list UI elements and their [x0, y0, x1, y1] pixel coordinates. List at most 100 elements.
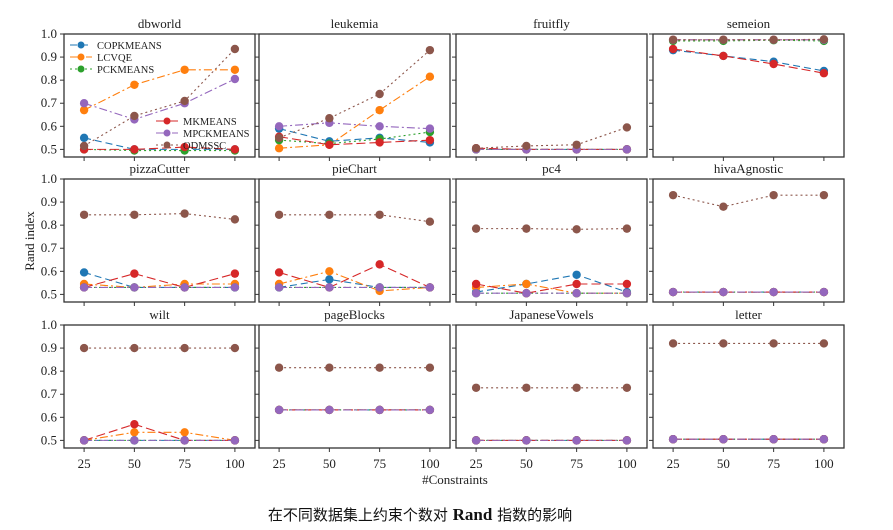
data-point-ODMSSC	[719, 35, 728, 44]
data-point-ODMSSC	[819, 35, 829, 44]
data-point-MKMEANS	[274, 268, 284, 277]
data-point-MKMEANS	[325, 140, 334, 149]
data-point-MPCKMEANS	[425, 283, 435, 292]
panel-semeion: semeion	[649, 16, 845, 161]
legend-label-COPKMEANS: COPKMEANS	[97, 41, 162, 52]
panel-title: semeion	[727, 16, 771, 31]
data-point-ODMSSC	[769, 35, 778, 44]
data-point-MKMEANS	[375, 138, 384, 147]
data-point-LCVQE	[375, 105, 384, 115]
panel-frame	[258, 178, 451, 303]
data-point-MKMEANS	[769, 59, 778, 69]
y-tick-label: 0.9	[41, 194, 57, 209]
panel-pc4: pc4	[452, 161, 648, 306]
data-point-MKMEANS	[130, 145, 139, 154]
data-point-LCVQE	[180, 428, 189, 437]
data-point-ODMSSC	[572, 225, 581, 234]
data-point-MPCKMEANS	[425, 124, 435, 133]
data-point-MPCKMEANS	[130, 436, 139, 445]
legend-label-MPCKMEANS: MPCKMEANS	[183, 129, 250, 140]
y-tick-label: 0.7	[41, 386, 58, 401]
data-point-ODMSSC	[274, 210, 284, 219]
data-point-LCVQE	[230, 65, 240, 74]
legend-marker-MKMEANS	[163, 117, 171, 125]
series-line-COPKMEANS	[83, 137, 235, 150]
series-line-COPKMEANS	[476, 274, 628, 293]
data-point-LCVQE	[522, 279, 531, 289]
data-point-ODMSSC	[819, 339, 829, 348]
series-line-ODMSSC	[84, 213, 235, 220]
panel-title: JapaneseVowels	[509, 307, 593, 322]
series-line-PCKMEANS	[673, 39, 824, 42]
legend-label-LCVQE: LCVQE	[97, 53, 132, 64]
y-tick-label: 1.0	[41, 171, 57, 186]
panel-frame	[63, 33, 256, 158]
data-point-MPCKMEANS	[769, 435, 778, 444]
data-point-ODMSSC	[375, 363, 384, 372]
data-point-ODMSSC	[719, 202, 728, 211]
x-tick-label: 50	[717, 456, 730, 471]
data-point-COPKMEANS	[79, 133, 89, 143]
panel-title: fruitfly	[533, 16, 570, 31]
series-line-LCVQE	[84, 283, 235, 289]
data-point-ODMSSC	[79, 343, 89, 353]
data-point-COPKMEANS	[572, 270, 581, 279]
data-point-LCVQE	[130, 80, 139, 89]
x-tick-label: 50	[323, 456, 336, 471]
data-point-MPCKMEANS	[622, 436, 632, 445]
data-point-COPKMEANS	[325, 275, 334, 284]
panel-title: pieChart	[332, 161, 377, 176]
y-tick-label: 0.8	[41, 363, 57, 378]
data-point-MPCKMEANS	[572, 436, 581, 445]
caption-bold: Rand	[452, 505, 493, 524]
data-point-MPCKMEANS	[522, 289, 531, 298]
data-point-ODMSSC	[522, 141, 531, 151]
x-tick-label: 50	[520, 456, 533, 471]
y-tick-label: 0.5	[41, 432, 57, 447]
panel-title: pc4	[542, 161, 561, 176]
data-point-MPCKMEANS	[375, 122, 384, 131]
data-point-ODMSSC	[375, 210, 384, 219]
data-point-MPCKMEANS	[325, 283, 334, 292]
panel-frame	[652, 324, 845, 449]
y-tick-label: 0.9	[41, 340, 57, 355]
x-tick-label: 25	[78, 456, 91, 471]
panel-pageBlocks: pageBlocks 25 50 75 100	[255, 307, 451, 471]
x-axis-label: #Constraints	[422, 472, 488, 487]
data-point-ODMSSC	[230, 215, 240, 224]
data-point-MPCKMEANS	[180, 436, 189, 445]
panel-title: dbworld	[138, 16, 182, 31]
x-tick-label: 25	[667, 456, 680, 471]
series-line-LCVQE	[476, 283, 627, 294]
data-point-MPCKMEANS	[622, 289, 632, 298]
legend-marker-ODMSSC	[163, 141, 171, 149]
data-point-MPCKMEANS	[425, 405, 435, 415]
data-point-ODMSSC	[471, 383, 481, 392]
panel-fruitfly: fruitfly	[452, 16, 648, 161]
panel-JapaneseVowels: JapaneseVowels 25 50 75 100	[452, 307, 648, 471]
data-point-LCVQE	[79, 105, 89, 115]
data-point-MKMEANS	[130, 420, 139, 429]
data-point-COPKMEANS	[79, 268, 89, 277]
legend-marker-PCKMEANS	[77, 65, 85, 73]
legend-marker-LCVQE	[77, 53, 85, 61]
y-tick-label: 0.6	[41, 263, 58, 278]
x-tick-label: 75	[767, 456, 780, 471]
series-line-LCVQE	[278, 270, 430, 292]
x-tick-label: 100	[225, 456, 245, 471]
x-tick-label: 100	[420, 456, 440, 471]
series-line-PCKMEANS	[279, 131, 430, 145]
data-point-ODMSSC	[668, 339, 678, 348]
x-tick-label: 75	[373, 456, 386, 471]
y-tick-label: 0.8	[41, 72, 57, 87]
data-point-MPCKMEANS	[769, 287, 778, 297]
y-tick-label: 0.5	[41, 286, 57, 301]
data-point-MPCKMEANS	[572, 289, 581, 298]
panel-frame	[455, 178, 648, 303]
series-line-LCVQE	[279, 76, 431, 149]
data-point-MPCKMEANS	[79, 436, 89, 445]
data-point-ODMSSC	[274, 133, 284, 143]
data-point-ODMSSC	[668, 190, 678, 200]
data-point-MPCKMEANS	[719, 287, 728, 297]
panel-hivaAgnostic: hivaAgnostic	[649, 161, 845, 306]
